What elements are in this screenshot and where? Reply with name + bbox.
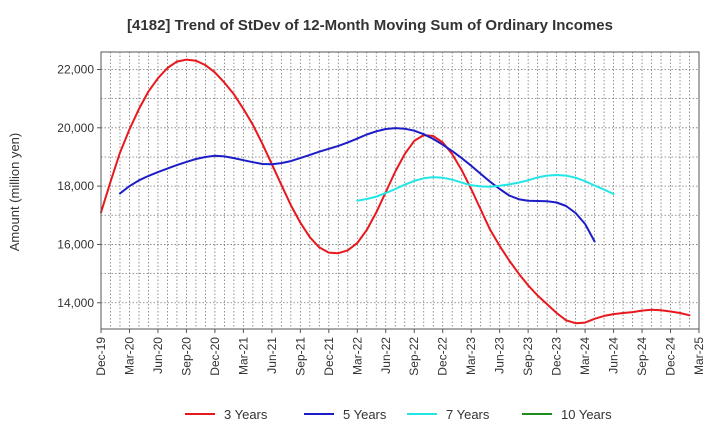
legend-label-3-years: 3 Years	[224, 407, 268, 422]
x-tick-label: Dec-24	[664, 337, 678, 376]
x-tick-label: Jun-20	[151, 337, 165, 374]
y-tick-label: 18,000	[57, 179, 94, 193]
tick-labels: 14,000 16,000 18,000 20,000 22,000 Dec-19 Mar-…	[57, 62, 706, 375]
y-tick-label: 14,000	[57, 296, 94, 310]
x-tick-label: Dec-20	[208, 337, 222, 376]
x-tick-label: Dec-21	[322, 337, 336, 376]
x-tick-label: Mar-24	[578, 337, 592, 375]
plot-area-frame	[100, 51, 700, 330]
x-tick-label: Mar-22	[350, 337, 364, 375]
x-tick-label: Sep-24	[635, 337, 649, 376]
legend-label-10-years: 10 Years	[561, 407, 612, 422]
x-tick-label: Jun-22	[379, 337, 393, 374]
legend: 3 Years 5 Years 7 Years 10 Years	[185, 407, 612, 422]
x-tick-label: Dec-19	[94, 337, 108, 376]
x-tick-label: Sep-21	[293, 337, 307, 376]
x-tick-label: Mar-25	[692, 337, 706, 375]
x-tick-label: Sep-23	[521, 337, 535, 376]
x-tick-label: Mar-21	[236, 337, 250, 375]
y-tick-label: 16,000	[57, 237, 94, 251]
series-layer	[100, 58, 691, 325]
x-tick-label: Sep-22	[407, 337, 421, 376]
x-tick-label: Jun-23	[493, 337, 507, 374]
x-tick-label: Mar-20	[122, 337, 136, 375]
x-tick-label: Sep-20	[179, 337, 193, 376]
y-tick-label: 22,000	[57, 62, 94, 76]
legend-label-5-years: 5 Years	[343, 407, 387, 422]
x-tick-label: Mar-23	[464, 337, 478, 375]
x-tick-label: Dec-23	[550, 337, 564, 376]
series-line-3-years	[100, 58, 691, 325]
x-tick-label: Dec-22	[436, 337, 450, 376]
chart-title: [4182] Trend of StDev of 12-Month Moving…	[127, 17, 613, 34]
legend-label-7-years: 7 Years	[446, 407, 490, 422]
grid-layer	[100, 52, 700, 329]
series-line-5-years	[119, 127, 596, 243]
y-tick-label: 20,000	[57, 121, 94, 135]
x-tick-label: Jun-21	[265, 337, 279, 374]
x-tick-label: Jun-24	[607, 337, 621, 374]
y-axis-title: Amount (million yen)	[7, 133, 22, 252]
series-line-7-years	[356, 174, 615, 202]
